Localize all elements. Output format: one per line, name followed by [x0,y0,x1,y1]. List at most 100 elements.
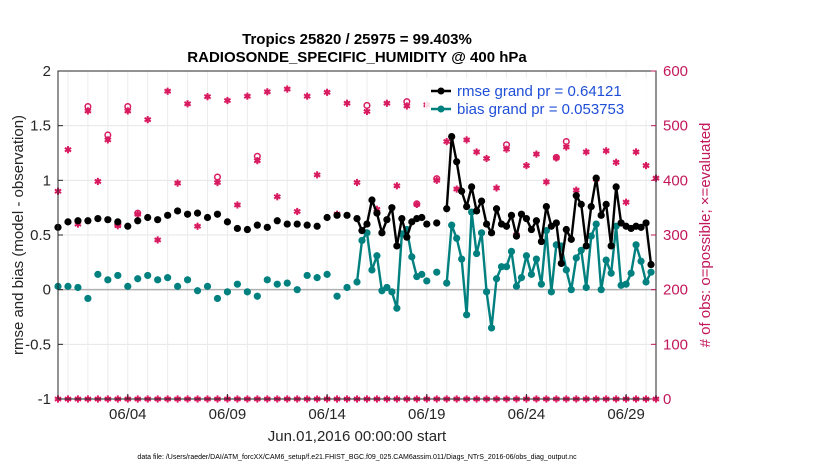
bias-marker [577,246,585,254]
y-tick-label-right: 400 [663,172,688,189]
obs-evaluated-marker [443,137,451,146]
obs-evaluated-marker-core [125,108,130,114]
legend-rmse-marker [437,87,445,95]
rmse-marker [313,222,321,230]
rmse-marker [368,196,376,204]
rmse-marker [552,219,560,227]
obs-evaluated-marker [642,161,650,170]
y-tick-label-right: 500 [663,118,688,135]
obs-evaluated-marker [552,154,560,162]
rmse-marker [388,204,396,212]
obs-evaluated-marker [403,102,411,110]
bias-marker [562,266,570,274]
obs-evaluated-marker [273,193,281,201]
bias-marker [84,294,92,303]
rmse-marker [423,220,431,228]
rmse-marker [358,227,366,235]
obs-evaluated-marker [602,147,610,155]
bias-marker [637,257,645,265]
x-tick-label: 06/19 [408,406,446,423]
bias-marker [124,282,132,290]
obs-evaluated-marker-core [165,89,170,94]
obs-evaluated-marker-core [364,109,370,114]
rmse-marker [114,218,122,226]
bias-marker [522,252,531,260]
y-tick-label-right: 600 [663,63,688,80]
obs-evaluated-marker-core [404,103,410,109]
bias-marker [592,220,600,228]
legend-box [425,78,655,120]
obs-evaluated-marker [283,85,291,93]
y-tick-label-left: -0.5 [25,336,51,353]
obs-evaluated-marker [263,88,271,96]
chart-title-line2: RADIOSONDE_SPECIFIC_HUMIDITY @ 400 hPa [187,49,527,66]
obs-evaluated-marker [233,201,242,209]
obs-evaluated-marker-core [175,180,180,186]
rmse-marker [512,232,521,240]
rmse-marker [577,200,585,208]
legend-bias-marker [437,105,445,113]
obs-evaluated-marker [532,150,541,158]
obs-evaluated-marker [502,145,511,153]
bias-marker [453,234,461,242]
obs-evaluated-marker-core [494,185,499,191]
obs-evaluated-marker-core [215,180,220,185]
bias-marker [482,288,491,296]
bias-marker [104,276,112,284]
bias-marker [622,280,630,288]
bias-marker [507,247,516,255]
rmse-marker [572,192,580,200]
obs-evaluated-marker [84,107,92,115]
bias-marker [497,263,506,271]
axes-ticks: -1 -0.5 0 0.5 1 1.5 2 0 100 200 300 400 500 600 06/04 0… [25,63,688,423]
rmse-marker [567,235,575,243]
rmse-marker [144,213,152,222]
obs-evaluated-marker [433,176,441,184]
bias-marker [263,276,271,284]
obs-evaluated-marker [482,154,491,163]
obs-evaluated-marker [293,207,301,216]
rmse-marker [353,215,361,223]
rmse-marker [183,210,192,218]
obs-evaluated-marker [64,146,72,154]
obs-evaluated-marker-core [504,146,509,152]
rmse-marker [283,220,291,228]
rmse-marker [213,210,222,218]
obs-evaluated-marker [303,92,311,100]
rmse-marker [507,211,516,219]
bias-marker [547,288,555,296]
x-tick-label: 06/14 [308,406,346,423]
obs-evaluated-marker-core [414,202,419,207]
obs-evaluated-marker [253,157,261,165]
rmse-marker [522,215,531,223]
rmse-marker [637,223,645,231]
y-tick-label-left: 1.5 [30,118,51,135]
bias-marker [144,271,152,280]
obs-evaluated-marker [323,88,331,96]
obs-evaluated-marker-core [155,237,160,243]
bias-marker [433,268,441,276]
bias-marker [532,255,541,263]
bias-marker [632,241,640,249]
bias-marker [293,286,301,294]
y-tick-label-right: 0 [663,391,671,408]
rmse-marker [612,183,620,191]
bias-marker [602,256,610,264]
rmse-marker [303,221,311,229]
obs-evaluated-marker-core [554,155,559,161]
legend: rmse grand pr = 0.64121 bias grand pr = … [425,78,655,120]
y-axis-label-right: # of obs: o=possible; ×=evaluated [697,123,714,348]
rmse-marker [482,220,491,228]
bias-marker [213,294,222,303]
obs-evaluated-marker [542,178,550,186]
y-axis-label-left: rmse and bias (model - observation) [10,115,27,355]
obs-evaluated-marker-core [255,158,260,163]
rmse-marker [193,209,202,217]
bias-marker [114,271,122,280]
y-tick-label-left: 2 [43,63,51,80]
obs-evaluated-marker-core [633,149,639,155]
y-tick-label-right: 200 [663,282,688,299]
bias-marker [358,236,366,245]
obs-evaluated-marker [393,182,401,190]
